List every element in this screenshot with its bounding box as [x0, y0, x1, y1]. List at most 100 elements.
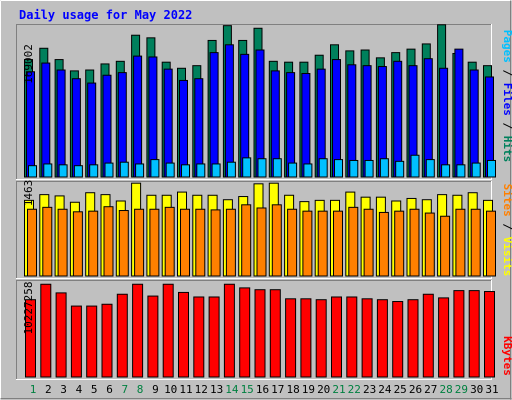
y-max-label-kbytes: 10227258: [22, 282, 35, 335]
bar-sites-day-27: [424, 212, 435, 277]
bar-files-day-11: [179, 79, 188, 178]
legend-sep-2: /: [501, 116, 512, 136]
bar-kbytes-day-29: [453, 290, 465, 378]
bar-pages-day-23: [364, 159, 374, 178]
bar-kbytes-day-22: [346, 296, 358, 378]
x-label-day-18: 18: [286, 383, 299, 396]
bar-pages-day-26: [410, 154, 420, 178]
bar-sites-day-9: [149, 208, 160, 277]
bar-pages-day-2: [43, 163, 53, 178]
bar-kbytes-day-14: [223, 283, 235, 378]
bar-sites-day-26: [409, 208, 420, 277]
x-label-day-12: 12: [195, 383, 208, 396]
bar-files-day-2: [41, 62, 51, 178]
bar-sites-day-24: [378, 211, 389, 277]
bar-files-day-18: [286, 72, 296, 178]
x-label-day-24: 24: [378, 383, 392, 396]
bar-kbytes-day-28: [438, 297, 450, 378]
bar-kbytes-day-25: [392, 301, 404, 378]
x-label-day-30: 30: [470, 383, 483, 396]
bar-sites-day-5: [88, 210, 99, 277]
bar-pages-day-6: [104, 162, 114, 178]
bar-pages-day-22: [349, 159, 359, 178]
bar-kbytes-day-26: [407, 299, 419, 378]
x-label-day-1: 1: [30, 383, 37, 396]
bar-files-day-4: [71, 78, 81, 178]
bar-files-day-5: [87, 82, 97, 178]
bar-pages-day-7: [119, 161, 129, 178]
legend-files: Files: [501, 83, 512, 116]
bar-sites-day-20: [317, 210, 328, 277]
x-label-day-14: 14: [225, 383, 239, 396]
bar-files-day-10: [163, 68, 173, 178]
panel-visits-sites: [16, 181, 496, 279]
x-label-day-11: 11: [179, 383, 192, 396]
x-label-day-6: 6: [106, 383, 113, 396]
bar-kbytes-day-13: [208, 296, 220, 378]
bar-kbytes-day-30: [468, 290, 480, 378]
bar-pages-day-18: [288, 162, 298, 178]
legend-visits-sites: Sites / Visits: [501, 184, 512, 277]
bar-kbytes-day-7: [116, 293, 128, 378]
bar-sites-day-2: [42, 206, 53, 277]
bar-pages-day-20: [318, 158, 328, 178]
y-max-label-hits: 169002: [22, 44, 35, 84]
bar-sites-day-21: [333, 210, 343, 277]
bar-files-day-14: [224, 44, 234, 178]
x-label-day-31: 31: [485, 383, 498, 396]
bar-kbytes-day-17: [269, 289, 281, 378]
bar-pages-day-8: [135, 163, 145, 178]
bar-kbytes-day-6: [101, 303, 113, 378]
x-label-day-7: 7: [121, 383, 128, 396]
x-label-day-29: 29: [455, 383, 468, 396]
legend-sites: Sites: [501, 184, 512, 217]
bar-pages-day-31: [487, 159, 496, 178]
bar-kbytes-day-19: [300, 298, 312, 378]
legend-kbytes: KBytes: [501, 336, 512, 376]
x-label-day-20: 20: [317, 383, 330, 396]
bar-pages-day-5: [89, 164, 99, 178]
bar-pages-day-16: [257, 158, 267, 178]
bar-sites-day-18: [287, 208, 298, 277]
bar-kbytes-day-23: [361, 298, 373, 378]
panel-kbytes: [16, 280, 495, 380]
bar-pages-day-3: [58, 164, 68, 178]
bar-kbytes-day-31: [484, 291, 495, 378]
x-axis-day-labels: 1 2 3 4 5 6 7 8 9 10 11 12 13 14 15 16 17 18 19 20 21 22 23 24 2…: [30, 383, 499, 396]
bar-files-day-8: [133, 55, 143, 178]
legend-pages: Pages: [501, 30, 512, 63]
legend-visits: Visits: [501, 237, 512, 277]
x-label-day-27: 27: [424, 383, 437, 396]
bar-sites-day-31: [486, 210, 496, 277]
bar-files-day-12: [194, 78, 204, 178]
bar-kbytes-day-21: [331, 296, 342, 378]
bar-sites-day-16: [256, 207, 267, 277]
x-label-day-23: 23: [363, 383, 376, 396]
bar-files-day-25: [393, 60, 403, 178]
bar-kbytes-day-2: [40, 283, 52, 378]
bar-sites-day-22: [348, 206, 359, 277]
bar-sites-day-30: [470, 208, 481, 277]
x-label-day-3: 3: [60, 383, 67, 396]
bar-pages-day-19: [303, 163, 313, 178]
bar-pages-day-24: [379, 158, 389, 178]
bar-pages-day-17: [272, 158, 282, 178]
bar-sites-day-1: [27, 208, 37, 277]
bar-pages-day-25: [395, 160, 405, 178]
bar-pages-day-12: [196, 163, 206, 178]
bar-sites-day-4: [72, 211, 83, 277]
bar-kbytes-day-18: [285, 298, 297, 378]
bar-pages-day-15: [242, 157, 252, 178]
bar-files-day-3: [56, 69, 66, 178]
bar-sites-day-12: [195, 208, 206, 277]
bar-pages-day-30: [471, 162, 481, 178]
bar-sites-day-13: [210, 209, 221, 277]
bar-pages-day-28: [441, 164, 451, 178]
x-label-day-25: 25: [394, 383, 407, 396]
bar-pages-day-4: [73, 165, 83, 178]
x-label-day-13: 13: [210, 383, 223, 396]
bar-pages-day-13: [211, 163, 221, 178]
x-label-day-28: 28: [439, 383, 452, 396]
bar-sites-day-11: [180, 208, 190, 277]
